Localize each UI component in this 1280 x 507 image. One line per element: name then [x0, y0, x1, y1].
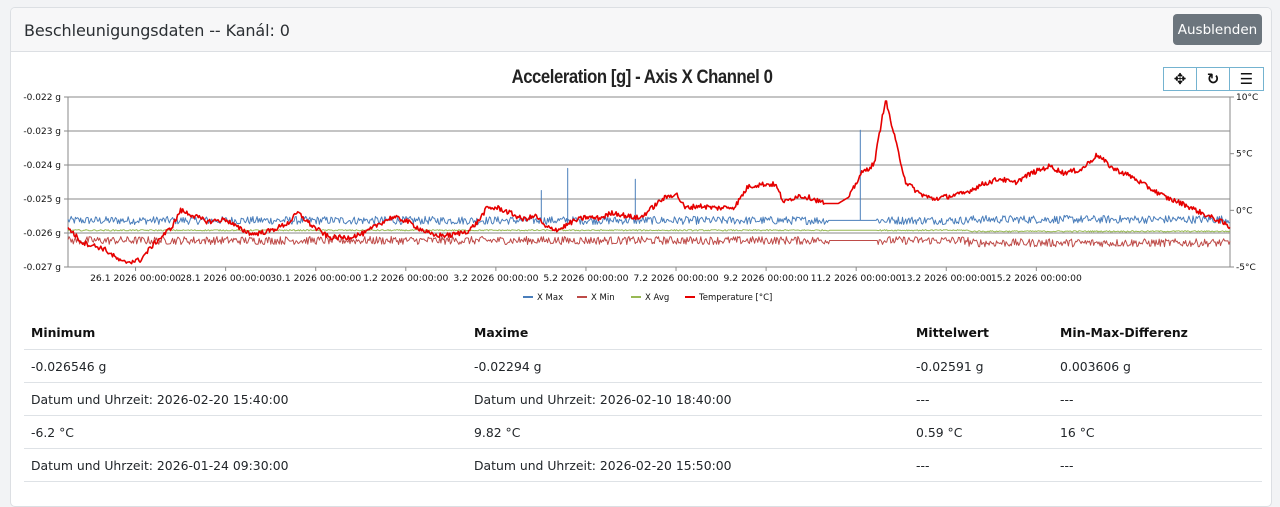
x-axis-label: 7.2 2026 00:00:00 — [633, 273, 718, 284]
reset-icon: ↻ — [1206, 71, 1220, 88]
y2-axis-label: -5°C — [1236, 263, 1256, 273]
x-axis-label: 15.2 2026 00:00:00 — [991, 273, 1082, 284]
cell-diff-acceleration: 0.003606 g — [1053, 349, 1262, 383]
y-axis-label: -0.025 g — [23, 195, 61, 205]
legend-item[interactable]: X Avg — [645, 293, 669, 303]
cell-min-temperature-datetime: Datum und Uhrzeit: 2026-01-24 09:30:00 — [24, 448, 467, 482]
cell-mean-acceleration: -0.02591 g — [909, 349, 1053, 383]
cell-max-acceleration: -0.02294 g — [467, 349, 909, 383]
x-axis-label: 26.1 2026 00:00:00 — [90, 273, 181, 284]
cell-placeholder: --- — [909, 448, 1053, 482]
cell-placeholder: --- — [1053, 448, 1262, 482]
hide-button[interactable]: Ausblenden — [1173, 14, 1262, 45]
y2-axis-label: 10°C — [1236, 93, 1258, 103]
table-row: Datum und Uhrzeit: 2026-02-20 15:40:00 D… — [24, 382, 1262, 416]
column-header-min-max-difference: Min-Max-Differenz — [1053, 316, 1262, 350]
y2-axis-label: 0°C — [1236, 206, 1253, 216]
column-header-maximum: Maxime — [467, 316, 909, 350]
pan-button[interactable]: ✥ — [1164, 68, 1197, 90]
x-axis-label: 11.2 2026 00:00:00 — [811, 273, 902, 284]
statistics-table: Minimum Maxime Mittelwert Min-Max-Differ… — [24, 316, 1262, 482]
cell-max-temperature: 9.82 °C — [467, 415, 909, 449]
acceleration-chart[interactable]: -0.022 g -0.023 g -0.024 g -0.025 g -0.026 g… — [11, 52, 1272, 314]
legend-item[interactable]: Temperature [°C] — [698, 293, 772, 303]
y-axis-label: -0.024 g — [23, 161, 61, 171]
acceleration-card: Beschleunigungsdaten -- Kanál: 0 Ausblen… — [10, 7, 1272, 507]
x-axis-label: 3.2 2026 00:00:00 — [453, 273, 538, 284]
x-axis-label: 30.1 2026 00:00:00 — [270, 273, 361, 284]
x-axis-label: 13.2 2026 00:00:00 — [901, 273, 992, 284]
cell-diff-temperature: 16 °C — [1053, 415, 1262, 449]
card-header: Beschleunigungsdaten -- Kanál: 0 Ausblen… — [11, 8, 1271, 52]
chart-container: -0.022 g -0.023 g -0.024 g -0.025 g -0.026 g… — [11, 52, 1272, 314]
y-axis-label: -0.023 g — [23, 127, 61, 137]
y-axis-label: -0.022 g — [23, 93, 61, 103]
cell-max-temperature-datetime: Datum und Uhrzeit: 2026-02-20 15:50:00 — [467, 448, 909, 482]
column-header-mean: Mittelwert — [909, 316, 1053, 350]
y-axis-label: -0.027 g — [23, 263, 61, 273]
cell-max-acceleration-datetime: Datum und Uhrzeit: 2026-02-10 18:40:00 — [467, 382, 909, 416]
y-axis-label: -0.026 g — [23, 229, 61, 239]
menu-icon: ☰ — [1239, 71, 1254, 88]
x-axis-label: 5.2 2026 00:00:00 — [543, 273, 628, 284]
reset-zoom-button[interactable]: ↻ — [1197, 68, 1230, 90]
series-line-temperature-c[interactable] — [67, 100, 1231, 265]
cell-min-temperature: -6.2 °C — [24, 415, 467, 449]
column-header-minimum: Minimum — [24, 316, 467, 350]
series-line-x-min[interactable] — [67, 235, 1231, 248]
x-axis-label: 1.2 2026 00:00:00 — [363, 273, 448, 284]
cell-min-acceleration: -0.026546 g — [24, 349, 467, 383]
table-header-row: Minimum Maxime Mittelwert Min-Max-Differ… — [24, 316, 1262, 350]
x-axis-label: 9.2 2026 00:00:00 — [724, 273, 809, 284]
cell-mean-temperature: 0.59 °C — [909, 415, 1053, 449]
table-row: -6.2 °C 9.82 °C 0.59 °C 16 °C — [24, 415, 1262, 449]
series-line-x-max[interactable] — [67, 129, 1231, 225]
cell-placeholder: --- — [1053, 382, 1262, 416]
legend-item[interactable]: X Min — [591, 293, 615, 303]
cell-placeholder: --- — [909, 382, 1053, 416]
chart-title: Acceleration [g] - Axis X Channel 0 — [511, 67, 773, 88]
table-row: Datum und Uhrzeit: 2026-01-24 09:30:00 D… — [24, 448, 1262, 482]
table-row: -0.026546 g -0.02294 g -0.02591 g 0.0036… — [24, 349, 1262, 383]
chart-toolbar: ✥ ↻ ☰ — [1163, 67, 1264, 91]
legend-item[interactable]: X Max — [537, 293, 563, 303]
x-axis-label: 28.1 2026 00:00:00 — [180, 273, 271, 284]
move-icon: ✥ — [1173, 71, 1187, 88]
cell-min-acceleration-datetime: Datum und Uhrzeit: 2026-02-20 15:40:00 — [24, 382, 467, 416]
menu-button[interactable]: ☰ — [1230, 68, 1263, 90]
card-title: Beschleunigungsdaten -- Kanál: 0 — [24, 21, 290, 40]
y2-axis-label: 5°C — [1236, 150, 1253, 160]
